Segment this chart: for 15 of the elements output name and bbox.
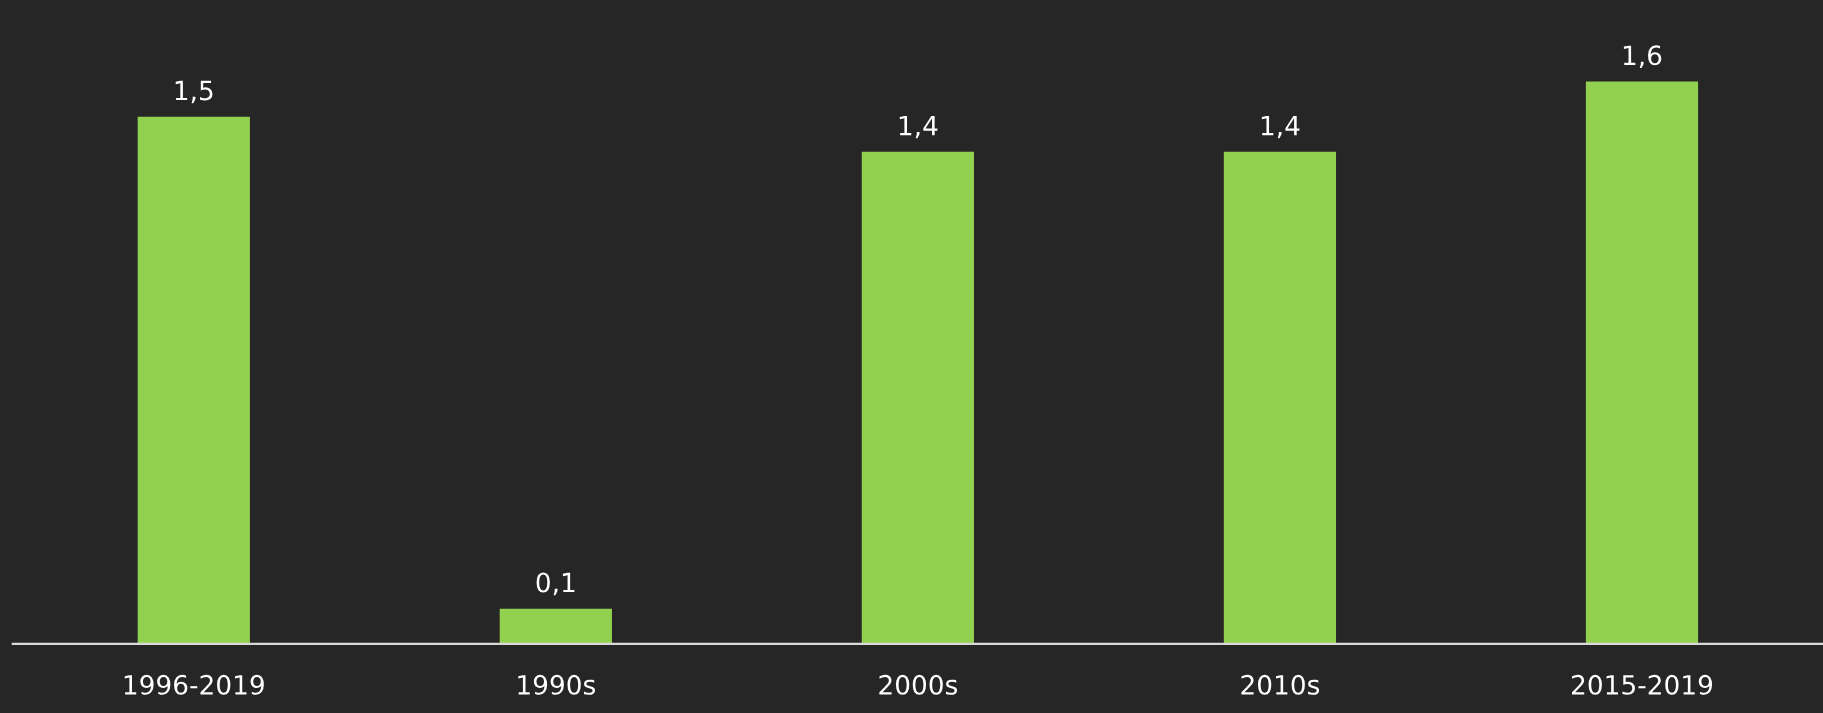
x-tick-label: 2015-2019 (1571, 674, 1713, 695)
x-tick-label: 2010s (1241, 674, 1320, 695)
bar (1223, 151, 1337, 644)
data-label: 1,4 (1261, 115, 1300, 139)
data-label: 1,5 (175, 80, 213, 104)
x-tick-label: 1990s (518, 674, 595, 695)
x-tick-label: 1996-2019 (124, 674, 264, 695)
data-label: 1,6 (1623, 45, 1662, 68)
data-label: 1,4 (899, 115, 938, 139)
bar (499, 608, 612, 644)
bar (137, 116, 250, 644)
bar (861, 151, 974, 644)
x-tick-label: 2000s (879, 674, 958, 695)
data-label: 0,1 (536, 572, 575, 596)
bar (1585, 81, 1699, 644)
